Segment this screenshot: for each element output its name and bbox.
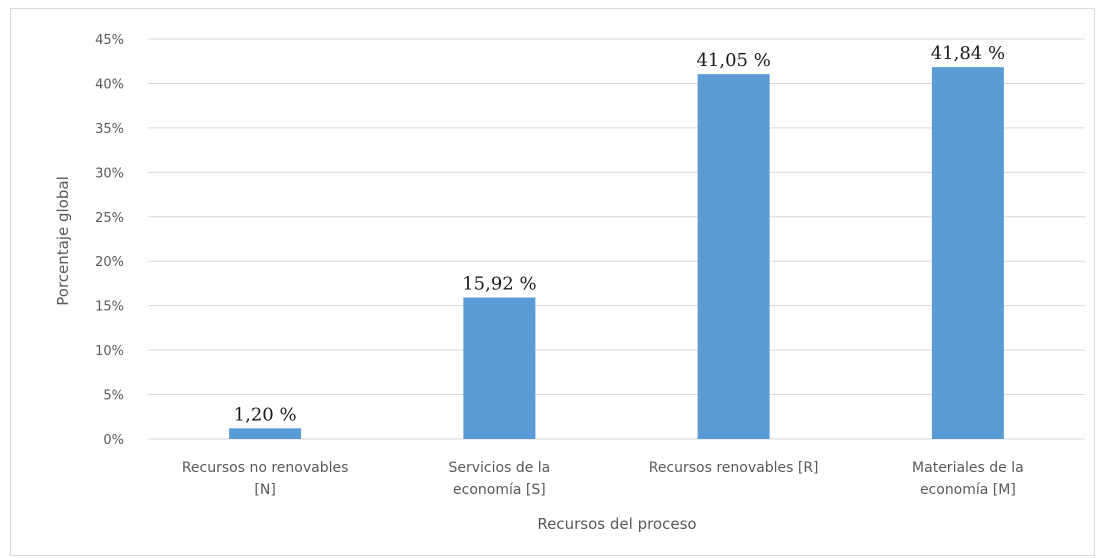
gridlines bbox=[148, 38, 1085, 440]
y-axis-ticks: 0% 5% 10% 15% 20% 25% 30% 35% 40% 45% bbox=[95, 33, 124, 448]
chart-frame bbox=[10, 8, 1095, 556]
bar-data-label: 41,05 % bbox=[696, 50, 770, 71]
x-category-label: Recursos renovables [R] bbox=[649, 460, 819, 476]
x-category-label-line: Recursos renovables [R] bbox=[649, 460, 819, 476]
x-category-label: Recursos no renovables [N] bbox=[182, 460, 349, 498]
bar bbox=[463, 297, 536, 439]
y-tick-label: 45% bbox=[95, 33, 124, 48]
bar bbox=[697, 74, 770, 439]
bar bbox=[931, 67, 1004, 439]
x-category-label-line: Materiales de la bbox=[912, 460, 1024, 476]
x-axis-title: Recursos del proceso bbox=[537, 515, 696, 533]
y-tick-label: 30% bbox=[95, 166, 124, 181]
data-labels: 1,20 % 15,92 % 41,05 % 41,84 % bbox=[234, 43, 1005, 425]
y-tick-label: 5% bbox=[103, 389, 124, 404]
y-tick-label: 0% bbox=[103, 433, 124, 448]
bar bbox=[229, 428, 302, 439]
x-category-label-line: economía [M] bbox=[920, 482, 1016, 498]
x-category-label-line: economía [S] bbox=[453, 482, 546, 498]
x-category-label-line: Recursos no renovables bbox=[182, 460, 349, 476]
y-tick-label: 20% bbox=[95, 255, 124, 270]
bar-data-label: 1,20 % bbox=[234, 404, 297, 425]
x-category-label: Materiales de la economía [M] bbox=[912, 460, 1024, 498]
bar-data-label: 41,84 % bbox=[931, 43, 1005, 64]
bar-data-label: 15,92 % bbox=[462, 273, 536, 294]
y-tick-label: 35% bbox=[95, 122, 124, 137]
y-axis-title: Porcentaje global bbox=[54, 176, 72, 306]
x-category-label-line: [N] bbox=[254, 482, 275, 498]
y-tick-label: 15% bbox=[95, 300, 124, 315]
bars bbox=[229, 67, 1004, 439]
x-category-label: Servicios de la economía [S] bbox=[449, 460, 551, 498]
y-tick-label: 40% bbox=[95, 77, 124, 92]
x-axis-categories: Recursos no renovables [N] Servicios de la… bbox=[182, 460, 1024, 498]
y-tick-label: 25% bbox=[95, 211, 124, 226]
x-category-label-line: Servicios de la bbox=[449, 460, 551, 476]
y-tick-label: 10% bbox=[95, 344, 124, 359]
